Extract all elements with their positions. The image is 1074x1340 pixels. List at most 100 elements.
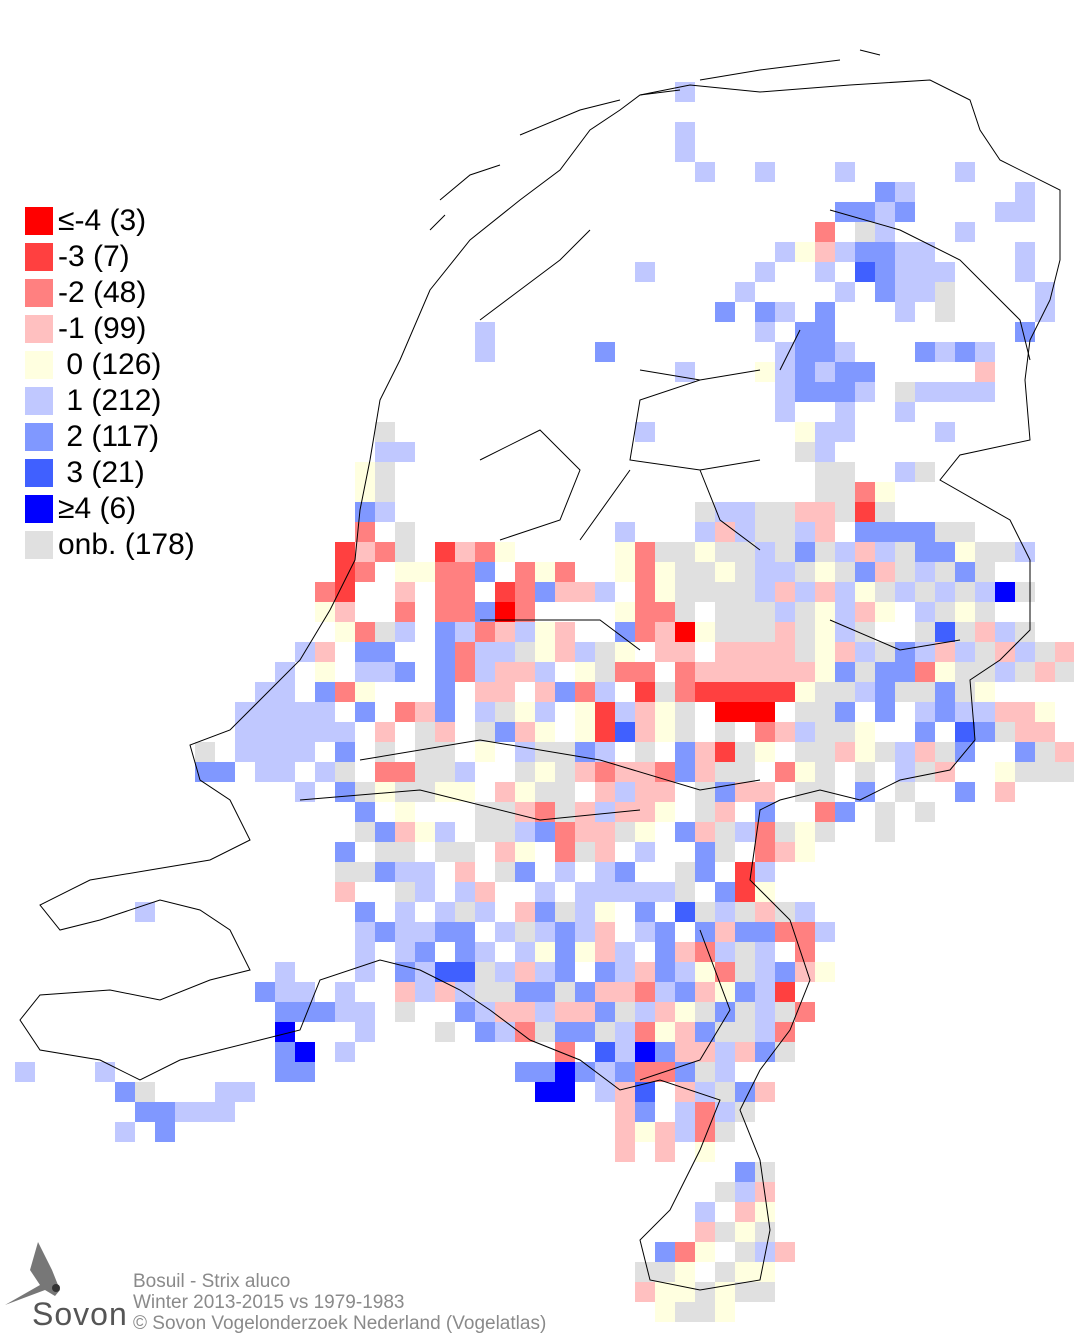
grid-cell bbox=[955, 682, 975, 702]
grid-cell bbox=[515, 642, 535, 662]
copyright: © Sovon Vogelonderzoek Nederland (Vogela… bbox=[133, 1313, 547, 1334]
grid-cell bbox=[455, 782, 475, 802]
grid-cell bbox=[415, 822, 435, 842]
grid-cell bbox=[355, 1022, 375, 1042]
legend-label: -3 (7) bbox=[58, 240, 130, 273]
grid-cell bbox=[795, 422, 815, 442]
grid-cell bbox=[875, 822, 895, 842]
grid-cell bbox=[355, 822, 375, 842]
grid-cell bbox=[535, 822, 555, 842]
grid-cell bbox=[855, 262, 875, 282]
grid-cell bbox=[455, 922, 475, 942]
grid-cell bbox=[955, 522, 975, 542]
grid-cell bbox=[455, 602, 475, 622]
grid-cell bbox=[535, 1022, 555, 1042]
grid-cell bbox=[595, 722, 615, 742]
grid-cell bbox=[595, 582, 615, 602]
grid-cell bbox=[355, 522, 375, 542]
grid-cell bbox=[935, 562, 955, 582]
grid-cell bbox=[735, 1022, 755, 1042]
grid-cell bbox=[455, 982, 475, 1002]
grid-cell bbox=[395, 622, 415, 642]
grid-cell bbox=[735, 1082, 755, 1102]
grid-cell bbox=[715, 702, 735, 722]
grid-cell bbox=[675, 562, 695, 582]
grid-cell bbox=[395, 582, 415, 602]
grid-cell bbox=[875, 482, 895, 502]
grid-cell bbox=[295, 722, 315, 742]
grid-cell bbox=[1035, 762, 1055, 782]
grid-cell bbox=[1015, 202, 1035, 222]
grid-cell bbox=[955, 162, 975, 182]
grid-cell bbox=[655, 642, 675, 662]
legend-swatch bbox=[25, 387, 53, 415]
grid-cell bbox=[795, 962, 815, 982]
grid-cell bbox=[635, 582, 655, 602]
grid-cell bbox=[375, 642, 395, 662]
grid-cell bbox=[495, 1002, 515, 1022]
grid-cell bbox=[795, 722, 815, 742]
grid-cell bbox=[775, 582, 795, 602]
grid-cell bbox=[775, 562, 795, 582]
grid-cell bbox=[635, 682, 655, 702]
grid-cell bbox=[395, 982, 415, 1002]
grid-cell bbox=[595, 822, 615, 842]
grid-cell bbox=[915, 242, 935, 262]
grid-cell bbox=[795, 842, 815, 862]
grid-cell bbox=[915, 582, 935, 602]
grid-cell bbox=[935, 662, 955, 682]
grid-cell bbox=[755, 1202, 775, 1222]
grid-cell bbox=[535, 1082, 555, 1102]
grid-cell bbox=[235, 722, 255, 742]
grid-cell bbox=[875, 742, 895, 762]
grid-cell bbox=[635, 902, 655, 922]
grid-cell bbox=[655, 1122, 675, 1142]
grid-cell bbox=[355, 622, 375, 642]
grid-cell bbox=[775, 922, 795, 942]
grid-cell bbox=[935, 602, 955, 622]
grid-cell bbox=[575, 1002, 595, 1022]
grid-cell bbox=[835, 502, 855, 522]
grid-cell bbox=[335, 602, 355, 622]
grid-cell bbox=[495, 1022, 515, 1042]
grid-cell bbox=[615, 562, 635, 582]
grid-cell bbox=[775, 542, 795, 562]
grid-cell bbox=[815, 722, 835, 742]
grid-cell bbox=[275, 1062, 295, 1082]
grid-cell bbox=[535, 762, 555, 782]
grid-cell bbox=[775, 522, 795, 542]
grid-cell bbox=[595, 1082, 615, 1102]
grid-cell bbox=[875, 802, 895, 822]
grid-cell bbox=[395, 822, 415, 842]
grid-cell bbox=[115, 1122, 135, 1142]
grid-cell bbox=[815, 602, 835, 622]
legend-item: -3 (7) bbox=[25, 239, 195, 275]
grid-cell bbox=[395, 882, 415, 902]
grid-cell bbox=[775, 982, 795, 1002]
grid-cell bbox=[995, 722, 1015, 742]
grid-cell bbox=[1035, 702, 1055, 722]
grid-cell bbox=[895, 562, 915, 582]
grid-cell bbox=[935, 622, 955, 642]
grid-cell bbox=[555, 1082, 575, 1102]
grid-cell bbox=[835, 642, 855, 662]
grid-cell bbox=[815, 662, 835, 682]
grid-cell bbox=[695, 782, 715, 802]
grid-cell bbox=[695, 1002, 715, 1022]
grid-cell bbox=[855, 362, 875, 382]
grid-cell bbox=[675, 962, 695, 982]
province-borders bbox=[299, 209, 1031, 1081]
grid-cell bbox=[475, 622, 495, 642]
grid-cell bbox=[355, 942, 375, 962]
grid-cell bbox=[775, 1022, 795, 1042]
grid-cell bbox=[775, 962, 795, 982]
grid-cell bbox=[755, 542, 775, 562]
grid-cell bbox=[635, 622, 655, 642]
legend-label: -2 (48) bbox=[58, 276, 147, 309]
grid-cell bbox=[675, 542, 695, 562]
grid-cell bbox=[635, 822, 655, 842]
map-outline bbox=[19, 49, 1061, 1291]
grid-cell bbox=[415, 862, 435, 882]
grid-cell bbox=[635, 882, 655, 902]
grid-cell bbox=[335, 782, 355, 802]
